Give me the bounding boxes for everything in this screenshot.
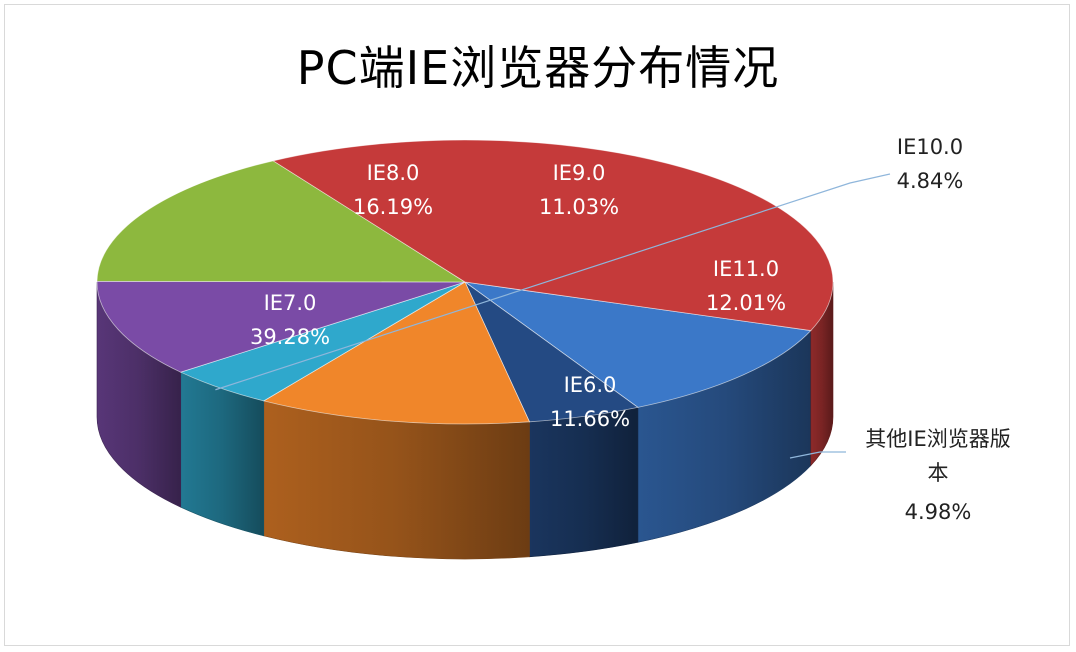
label-name-1-1: 本 xyxy=(928,461,949,485)
label-name-4-0: IE9.0 xyxy=(553,161,606,185)
label-value-4-0: 11.03% xyxy=(539,195,619,219)
label-value-6-0: 39.28% xyxy=(250,325,330,349)
leader-line-3 xyxy=(215,173,891,391)
label-value-5-0: 16.19% xyxy=(353,195,433,219)
pie-slice-5 xyxy=(96,160,467,283)
pie-slice-6 xyxy=(272,139,834,331)
chart-frame xyxy=(4,4,1070,646)
pie-slice-4 xyxy=(96,280,466,373)
pie-slice-0 xyxy=(464,281,812,408)
label-name-6-0: IE7.0 xyxy=(264,291,317,315)
label-value-0-0: 11.66% xyxy=(550,407,630,431)
label-name-5-0: IE8.0 xyxy=(367,161,420,185)
label-name-2-0: IE11.0 xyxy=(713,257,779,281)
label-name-3-0: IE10.0 xyxy=(897,135,963,159)
label-value-3-0: 4.84% xyxy=(897,169,964,193)
leader-line-1 xyxy=(789,451,846,459)
chart-title: PC端IE浏览器分布情况 xyxy=(296,41,780,95)
pie-slice-2 xyxy=(262,281,531,425)
label-value-1-0: 4.98% xyxy=(905,500,972,524)
pie-side-2 xyxy=(263,400,530,560)
label-name-1-0: 其他IE浏览器版 xyxy=(865,427,1010,451)
label-value-2-0: 12.01% xyxy=(706,291,786,315)
label-name-0-0: IE6.0 xyxy=(564,373,617,397)
